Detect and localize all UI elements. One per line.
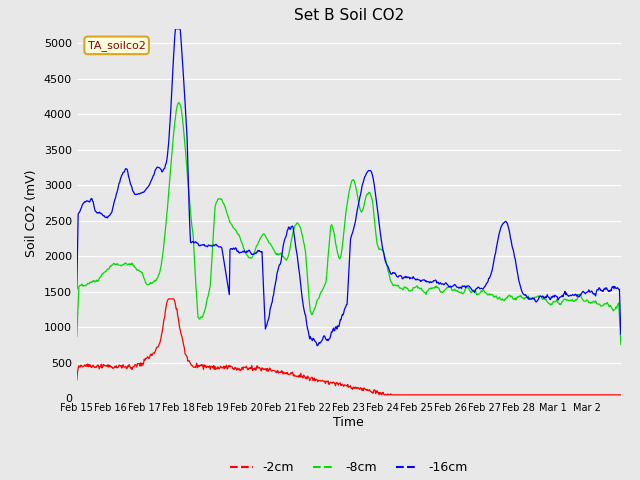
Text: TA_soilco2: TA_soilco2: [88, 40, 145, 51]
X-axis label: Time: Time: [333, 416, 364, 429]
Title: Set B Soil CO2: Set B Soil CO2: [294, 9, 404, 24]
Y-axis label: Soil CO2 (mV): Soil CO2 (mV): [25, 170, 38, 257]
Legend: -2cm, -8cm, -16cm: -2cm, -8cm, -16cm: [225, 456, 472, 480]
